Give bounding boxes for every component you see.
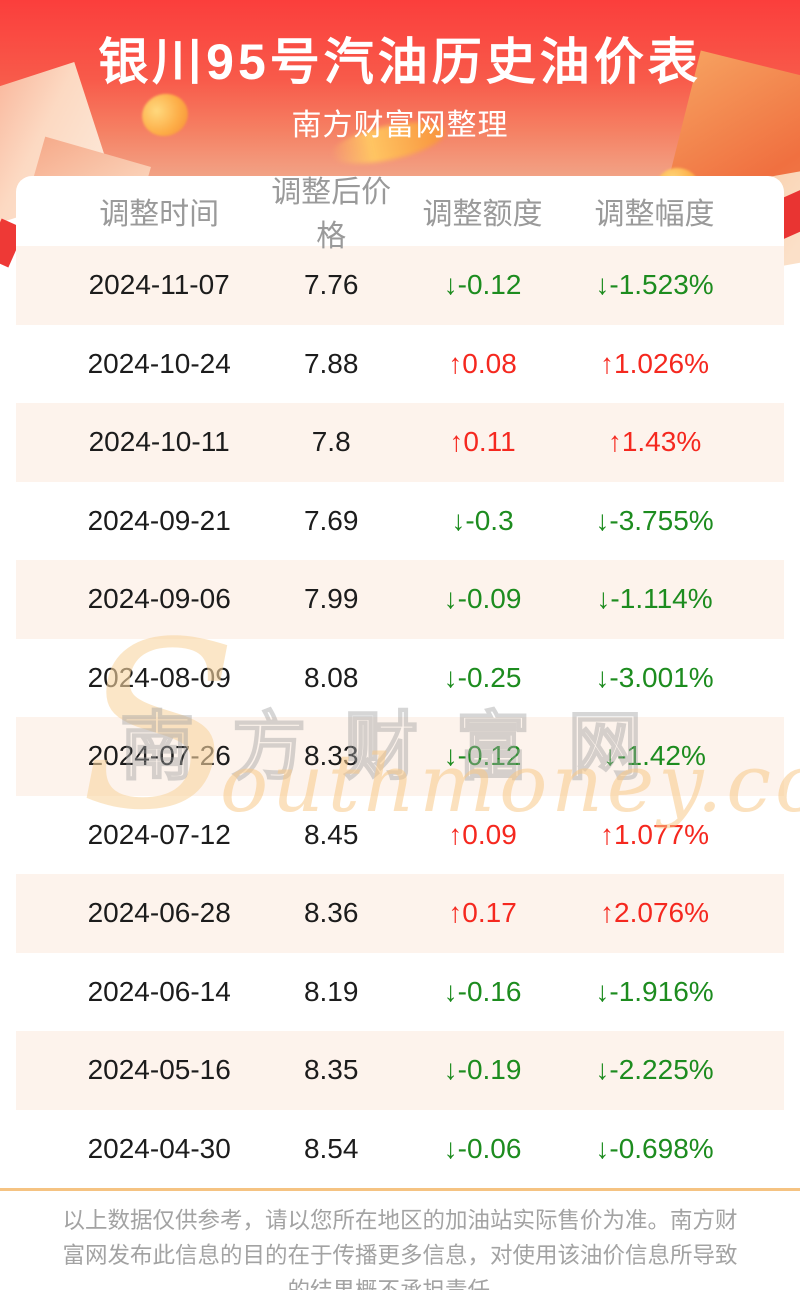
cell-price: 8.36 (303, 897, 359, 929)
page-subtitle: 南方财富网整理 (291, 109, 509, 142)
cell-pct: ↓-3.755% (595, 504, 714, 536)
table-row: 2024-07-26 8.33 ↓-0.12 ↓-1.42% (16, 717, 784, 796)
cell-pct: ↑1.43% (607, 426, 702, 458)
cell-pct: ↓-3.001% (595, 661, 714, 693)
table-body: 2024-11-07 7.76 ↓-0.12 ↓-1.523% 2024-10-… (16, 246, 784, 1188)
cell-change: ↓-0.09 (443, 583, 522, 615)
table-row: 2024-11-07 7.76 ↓-0.12 ↓-1.523% (16, 246, 784, 325)
cell-date: 2024-11-07 (88, 269, 230, 301)
cell-change: ↓-0.25 (443, 661, 522, 693)
table-row: 2024-05-16 8.35 ↓-0.19 ↓-2.225% (16, 1031, 784, 1110)
table-row: 2024-09-21 7.69 ↓-0.3 ↓-3.755% (16, 482, 784, 561)
header-banner (0, 0, 800, 176)
table-row: 2024-07-12 8.45 ↑0.09 ↑1.077% (16, 796, 784, 875)
cell-date: 2024-07-12 (87, 818, 231, 850)
table-row: 2024-04-30 8.54 ↓-0.06 ↓-0.698% (16, 1110, 784, 1189)
cell-price: 7.76 (303, 269, 359, 301)
cell-price: 8.08 (303, 661, 359, 693)
header-adjust-rate: 调整幅度 (594, 198, 715, 231)
cell-pct: ↓-2.225% (595, 1054, 714, 1086)
cell-pct: ↓-1.114% (596, 583, 713, 615)
cell-change: ↑0.11 (449, 426, 516, 458)
cell-price: 7.69 (303, 504, 359, 536)
cell-date: 2024-10-24 (87, 347, 231, 379)
cell-pct: ↓-1.916% (595, 975, 714, 1007)
cell-pct: ↓-0.698% (595, 1132, 714, 1164)
cell-date: 2024-06-14 (87, 975, 231, 1007)
cell-change: ↓-0.19 (443, 1054, 522, 1086)
cell-change: ↓-0.3 (451, 504, 514, 536)
cell-change: ↓-0.06 (443, 1132, 522, 1164)
cell-pct: ↑1.026% (600, 347, 710, 379)
cell-change: ↓-0.12 (443, 740, 522, 772)
cell-change: ↓-0.16 (443, 975, 522, 1007)
header-adjust-amount: 调整额度 (422, 198, 543, 231)
cell-price: 7.99 (303, 583, 359, 615)
cell-change: ↓-0.12 (443, 269, 522, 301)
cell-price: 8.45 (303, 818, 359, 850)
footer-disclaimer: 以上数据仅供参考，请以您所在地区的加油站实际售价为准。南方财富网发布此信息的目的… (62, 1208, 738, 1290)
cell-date: 2024-05-16 (87, 1054, 231, 1086)
header-adjusted-price: 调整后价格 (271, 176, 392, 253)
cell-date: 2024-09-06 (87, 583, 231, 615)
cell-date: 2024-04-30 (87, 1132, 231, 1164)
table-row: 2024-10-11 7.8 ↑0.11 ↑1.43% (16, 403, 784, 482)
cell-date: 2024-07-26 (87, 740, 231, 772)
table-row: 2024-09-06 7.99 ↓-0.09 ↓-1.114% (16, 560, 784, 639)
table-row: 2024-06-28 8.36 ↑0.17 ↑2.076% (16, 874, 784, 953)
cell-pct: ↑1.077% (600, 818, 710, 850)
cell-price: 8.19 (303, 975, 359, 1007)
cell-change: ↑0.17 (448, 897, 517, 929)
footer-divider (0, 1188, 800, 1191)
cell-date: 2024-10-11 (88, 426, 230, 458)
cell-price: 8.33 (303, 740, 359, 772)
price-table-card: 调整时间 调整后价格 调整额度 调整幅度 2024-11-07 7.76 ↓-0… (16, 176, 784, 1188)
cell-change: ↑0.08 (448, 347, 517, 379)
cell-pct: ↑2.076% (600, 897, 710, 929)
table-row: 2024-08-09 8.08 ↓-0.25 ↓-3.001% (16, 639, 784, 718)
table-row: 2024-10-24 7.88 ↑0.08 ↑1.026% (16, 325, 784, 404)
cell-price: 7.88 (303, 347, 359, 379)
cell-date: 2024-08-09 (87, 661, 231, 693)
header-adjust-time: 调整时间 (99, 198, 220, 231)
cell-price: 8.54 (303, 1132, 359, 1164)
cell-date: 2024-06-28 (87, 897, 231, 929)
cell-pct: ↓-1.42% (603, 740, 706, 772)
cell-change: ↑0.09 (448, 818, 517, 850)
table-header-row: 调整时间 调整后价格 调整额度 调整幅度 (16, 176, 784, 253)
cell-pct: ↓-1.523% (595, 269, 714, 301)
table-row: 2024-06-14 8.19 ↓-0.16 ↓-1.916% (16, 953, 784, 1032)
cell-price: 8.35 (303, 1054, 359, 1086)
page-title: 银川95号汽油历史油价表 (98, 34, 702, 90)
cell-price: 7.8 (311, 426, 351, 458)
cell-date: 2024-09-21 (87, 504, 231, 536)
